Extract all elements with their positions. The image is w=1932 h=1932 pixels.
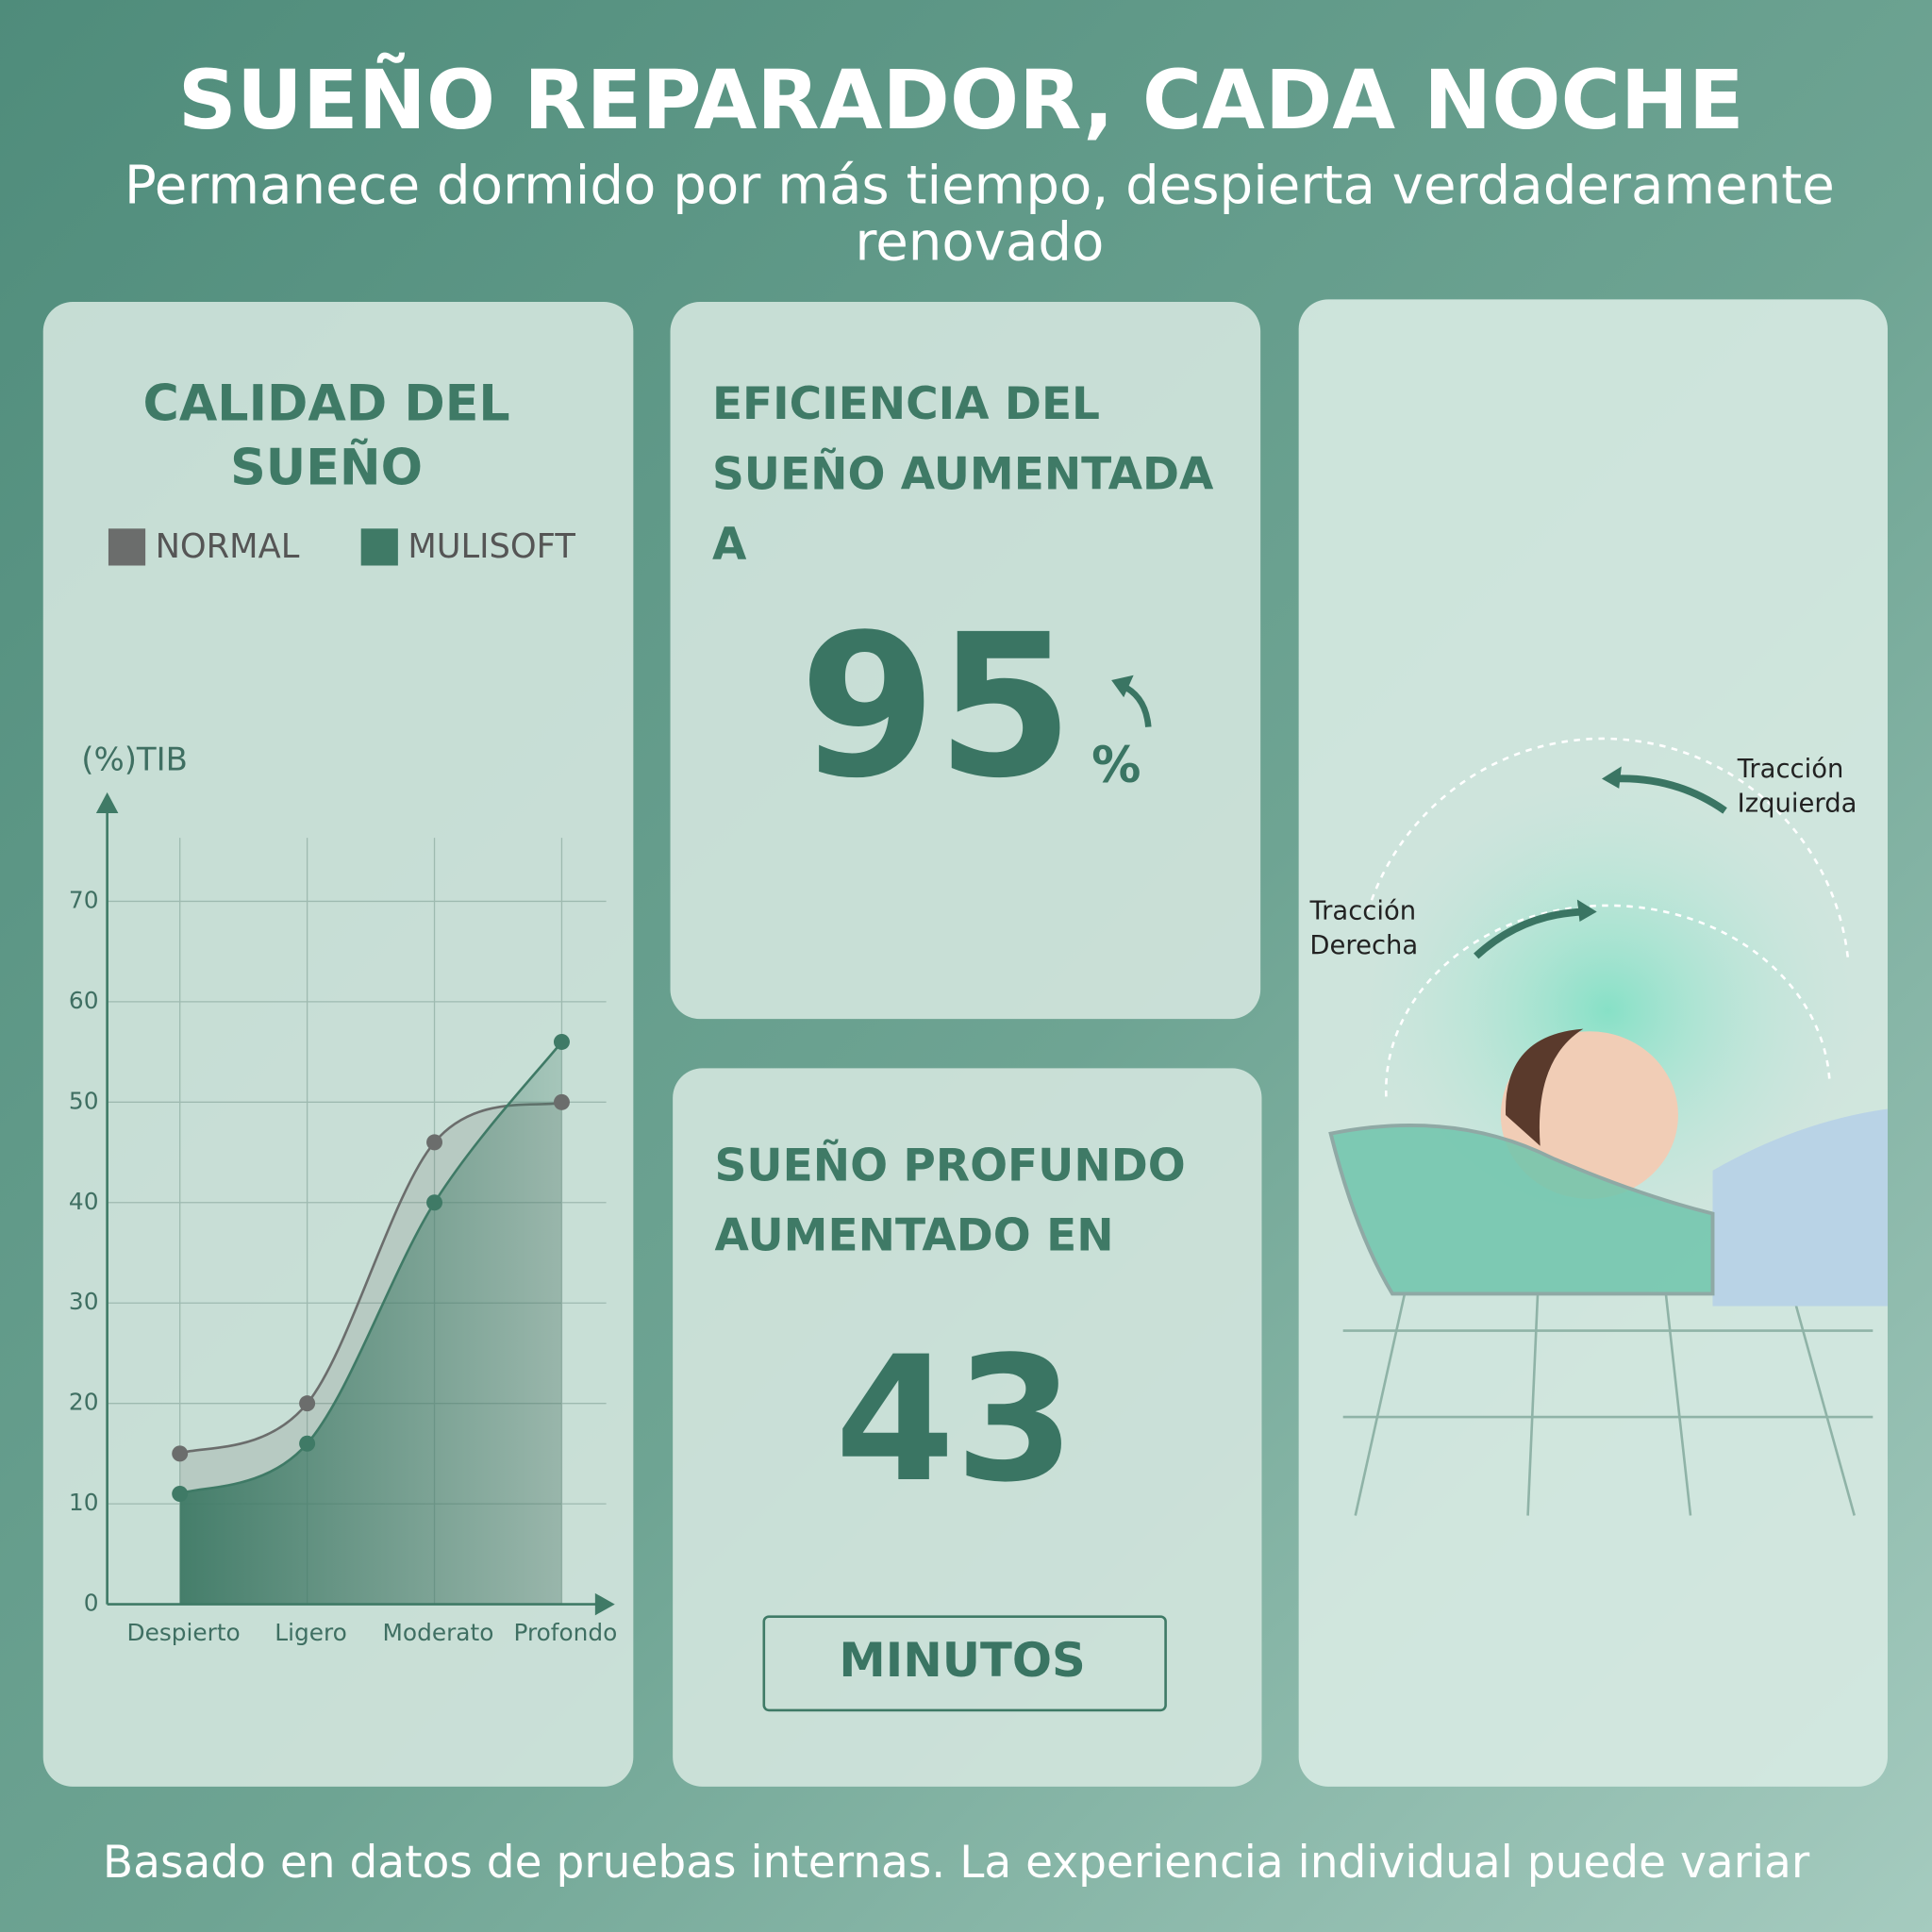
efficiency-unit: % bbox=[1091, 738, 1141, 794]
arc-outer bbox=[1366, 737, 1850, 961]
x-tick-label: Despierto bbox=[126, 1619, 240, 1646]
floor-grid bbox=[1342, 1293, 1874, 1516]
deep-sleep-unit: MINUTOS bbox=[839, 1633, 1085, 1688]
y-tick-label: 0 bbox=[84, 1590, 99, 1617]
glow bbox=[1361, 775, 1855, 1245]
series-area bbox=[179, 1041, 562, 1605]
efficiency-card bbox=[670, 302, 1261, 1020]
page-subtitle: Permanece dormido por más tiempo, despie… bbox=[124, 158, 1835, 274]
arrow-left bbox=[1613, 774, 1727, 814]
series-line bbox=[179, 1041, 563, 1495]
y-tick-label: 30 bbox=[69, 1288, 99, 1315]
x-axis-arrow bbox=[594, 1592, 615, 1616]
series-line bbox=[179, 1101, 562, 1456]
y-tick-label: 20 bbox=[69, 1389, 99, 1416]
traction-right: Tracción Derecha bbox=[1309, 895, 1419, 960]
data-point bbox=[426, 1194, 443, 1211]
deep-sleep-title-box: SUEÑO PROFUNDO AUMENTADO EN bbox=[714, 1141, 1186, 1262]
y-tick-label: 70 bbox=[69, 886, 99, 913]
y-tick-label: 10 bbox=[69, 1489, 99, 1516]
up-arrow-head bbox=[1111, 675, 1134, 698]
data-point bbox=[172, 1445, 189, 1462]
illustration: Tracción Izquierda Tracción Derecha bbox=[1309, 737, 1888, 1516]
footer: Basado en datos de pruebas internas. La … bbox=[103, 1837, 1810, 1889]
efficiency-value: 95 bbox=[799, 592, 1074, 822]
arrow-left-head bbox=[1601, 766, 1622, 789]
deep-sleep-card bbox=[673, 1068, 1262, 1787]
y-axis-label: (%)TIB bbox=[81, 741, 188, 779]
data-point bbox=[426, 1134, 443, 1151]
legend-swatch bbox=[108, 528, 146, 566]
traction-left: Tracción Izquierda bbox=[1737, 754, 1857, 819]
y-tick-label: 60 bbox=[69, 987, 99, 1014]
unit-box bbox=[762, 1615, 1167, 1712]
arrow-right bbox=[1474, 908, 1584, 959]
y-tick-label: 50 bbox=[69, 1087, 99, 1114]
deep-sleep-value: 43 bbox=[835, 1320, 1074, 1521]
chart: NORMAL MULISOFT (%)TIB 0 10 20 30 40 50 60 70 Despi… bbox=[69, 527, 617, 1646]
x-tick-label: Ligero bbox=[275, 1619, 347, 1646]
arrow-right-head bbox=[1576, 899, 1597, 922]
y-tick-label: 40 bbox=[69, 1188, 99, 1215]
efficiency-title-box: EFICIENCIA DEL SUEÑO AUMENTADA A bbox=[711, 379, 1214, 571]
data-point bbox=[299, 1435, 316, 1452]
data-point bbox=[299, 1395, 316, 1412]
legend-label: MULISOFT bbox=[408, 527, 575, 566]
shirt bbox=[1712, 1108, 1888, 1307]
x-tick-label: Profondo bbox=[513, 1619, 617, 1646]
data-point bbox=[172, 1485, 189, 1502]
data-point bbox=[553, 1093, 570, 1110]
chart-title: CALIDAD DEL SUEÑO bbox=[142, 375, 510, 497]
label-left-box: Tracción Izquierda bbox=[1737, 754, 1857, 819]
label-right-box: Tracción Derecha bbox=[1309, 895, 1419, 960]
legend-swatch bbox=[360, 528, 398, 566]
hair bbox=[1506, 1028, 1584, 1146]
x-tick-label: Moderato bbox=[383, 1619, 494, 1646]
chart-title-box: CALIDAD DEL SUEÑO bbox=[142, 375, 510, 497]
deep-sleep-title: SUEÑO PROFUNDO AUMENTADO EN bbox=[714, 1141, 1186, 1262]
legend-label: NORMAL bbox=[156, 527, 300, 566]
y-axis-arrow bbox=[95, 791, 119, 814]
subtitle-box: Permanece dormido por más tiempo, despie… bbox=[124, 158, 1835, 274]
arc-inner bbox=[1385, 904, 1831, 1097]
efficiency-title: EFICIENCIA DEL SUEÑO AUMENTADA A bbox=[711, 379, 1214, 571]
page-title: SUEÑO REPARADOR, CADA NOCHE bbox=[178, 53, 1744, 148]
pillow bbox=[1328, 1124, 1715, 1296]
data-point bbox=[553, 1033, 570, 1050]
